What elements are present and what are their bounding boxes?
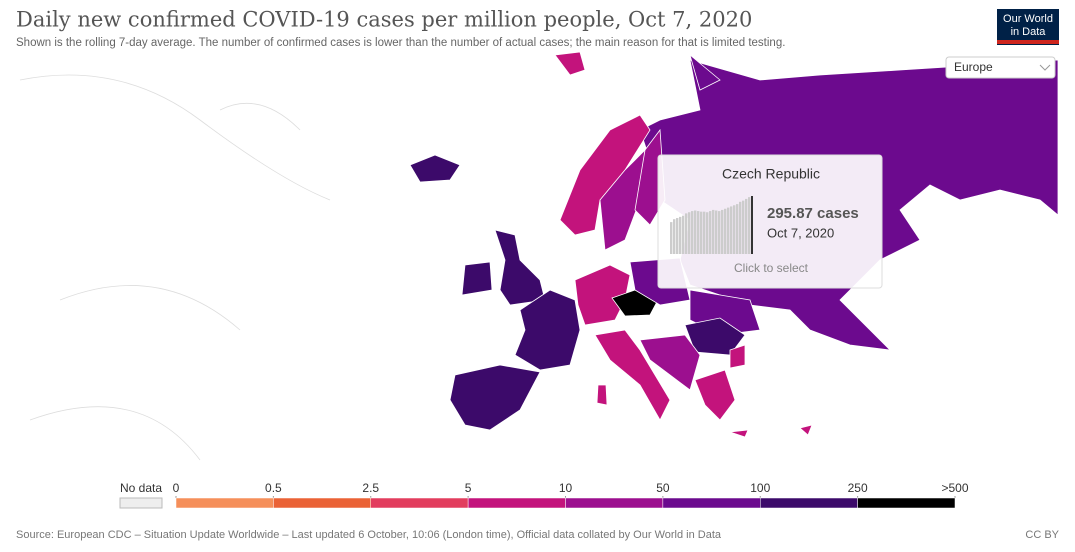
italy[interactable] xyxy=(594,329,671,421)
tooltip-box xyxy=(657,154,883,289)
sparkline-bar xyxy=(670,222,673,254)
sparkline-bar xyxy=(724,208,727,254)
greece[interactable] xyxy=(694,369,736,421)
ireland[interactable] xyxy=(461,261,493,296)
legend-bin xyxy=(760,497,858,509)
novaya-zemlya[interactable] xyxy=(689,53,721,91)
legend-bin xyxy=(662,497,761,509)
dropdown[interactable] xyxy=(945,56,1056,79)
sparkline-bar xyxy=(688,212,691,254)
sparkline-bar xyxy=(742,200,745,254)
sparkline-bar xyxy=(682,215,685,254)
sparkline-bar xyxy=(733,205,736,254)
sparkline-bar xyxy=(721,209,724,254)
sparkline-bar xyxy=(709,211,712,254)
bulgaria[interactable] xyxy=(729,344,746,369)
legend-bin xyxy=(175,497,274,509)
spain-portugal[interactable] xyxy=(449,364,541,431)
legend-tick-label: 0.5 xyxy=(265,481,282,495)
france[interactable] xyxy=(514,289,581,371)
norway[interactable] xyxy=(559,114,651,236)
legend-tick-label: >500 xyxy=(941,481,968,495)
sparkline-bar xyxy=(739,201,742,254)
legend-tick-label: 250 xyxy=(848,481,868,495)
sparkline-bar xyxy=(691,211,694,254)
sparkline-bar xyxy=(673,219,676,254)
license: CC BY xyxy=(1025,529,1059,541)
legend-tick-label: 100 xyxy=(750,481,770,495)
tooltip-date: Oct 7, 2020 xyxy=(767,225,834,240)
uk[interactable] xyxy=(494,229,546,306)
svalbard[interactable] xyxy=(554,51,586,76)
tooltip-action: Click to select xyxy=(734,261,809,275)
legend: No data 0 0.5 2.5 5 10 50 100 250 >500 xyxy=(119,481,969,509)
dropdown-label: Europe xyxy=(954,60,993,74)
logo-text: in Data xyxy=(1011,26,1047,38)
balkans[interactable] xyxy=(639,334,701,391)
tooltip: Czech Republic 295.87 cases Oct 7, 2020 … xyxy=(657,154,883,289)
legend-tick-label: 5 xyxy=(465,481,472,495)
sparkline-bar xyxy=(676,218,679,254)
tooltip-country: Czech Republic xyxy=(722,166,820,182)
region-select[interactable]: Europe xyxy=(945,56,1056,79)
sparkline-bar xyxy=(700,211,703,254)
islands[interactable] xyxy=(596,384,813,438)
subtitle: Shown is the rolling 7-day average. The … xyxy=(16,37,785,49)
legend-bin xyxy=(467,497,566,509)
title: Daily new confirmed COVID-19 cases per m… xyxy=(16,8,752,32)
sparkline-bar xyxy=(736,204,739,254)
background-land xyxy=(19,74,331,461)
sparkline-bar xyxy=(697,211,700,254)
sparkline-bar xyxy=(712,209,715,254)
sparkline-bar xyxy=(751,196,753,254)
sparkline-bar xyxy=(685,213,688,254)
legend-bin xyxy=(370,497,469,509)
legend-tick-label: 2.5 xyxy=(362,481,379,495)
sparkline-bar xyxy=(718,211,721,254)
no-data-swatch xyxy=(119,497,163,509)
sparkline-bar xyxy=(703,211,706,254)
germany[interactable] xyxy=(574,264,631,326)
sparkline-bar xyxy=(715,210,718,254)
tooltip-value: 295.87 cases xyxy=(767,205,859,222)
sparkline-bar xyxy=(679,216,682,254)
iceland[interactable] xyxy=(409,154,461,183)
legend-tick-label: 50 xyxy=(656,481,670,495)
sparkline-bar xyxy=(730,206,733,254)
legend-bin xyxy=(857,497,956,509)
legend-tick-label: 0 xyxy=(173,481,180,495)
dropdown-arrow xyxy=(1039,64,1051,71)
map[interactable] xyxy=(19,51,1059,461)
sparkline-bar xyxy=(727,207,730,254)
logo-text: Our World xyxy=(1003,13,1053,25)
sparkline-bar xyxy=(694,210,697,254)
legend-tick-label: 10 xyxy=(559,481,573,495)
sparkline-bar xyxy=(706,212,709,254)
logo[interactable]: Our World in Data xyxy=(997,9,1059,45)
legend-bin xyxy=(565,497,664,509)
logo-box[interactable] xyxy=(997,9,1059,45)
no-data-label: No data xyxy=(120,481,162,495)
sparkline-bar xyxy=(748,197,751,254)
source: Source: European CDC – Situation Update … xyxy=(16,529,722,541)
logo-bar xyxy=(997,40,1059,44)
sparkline-bar xyxy=(745,198,748,254)
legend-bin xyxy=(273,497,371,509)
